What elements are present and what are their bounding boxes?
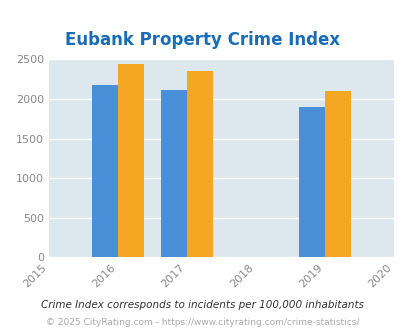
- Bar: [117, 64, 144, 257]
- Bar: [160, 90, 186, 257]
- Text: Eubank Property Crime Index: Eubank Property Crime Index: [65, 31, 340, 49]
- Bar: [91, 85, 117, 257]
- Text: Crime Index corresponds to incidents per 100,000 inhabitants: Crime Index corresponds to incidents per…: [41, 300, 364, 310]
- Bar: [324, 91, 350, 257]
- Text: © 2025 CityRating.com - https://www.cityrating.com/crime-statistics/: © 2025 CityRating.com - https://www.city…: [46, 318, 359, 327]
- Bar: [186, 71, 213, 257]
- Bar: [298, 107, 324, 257]
